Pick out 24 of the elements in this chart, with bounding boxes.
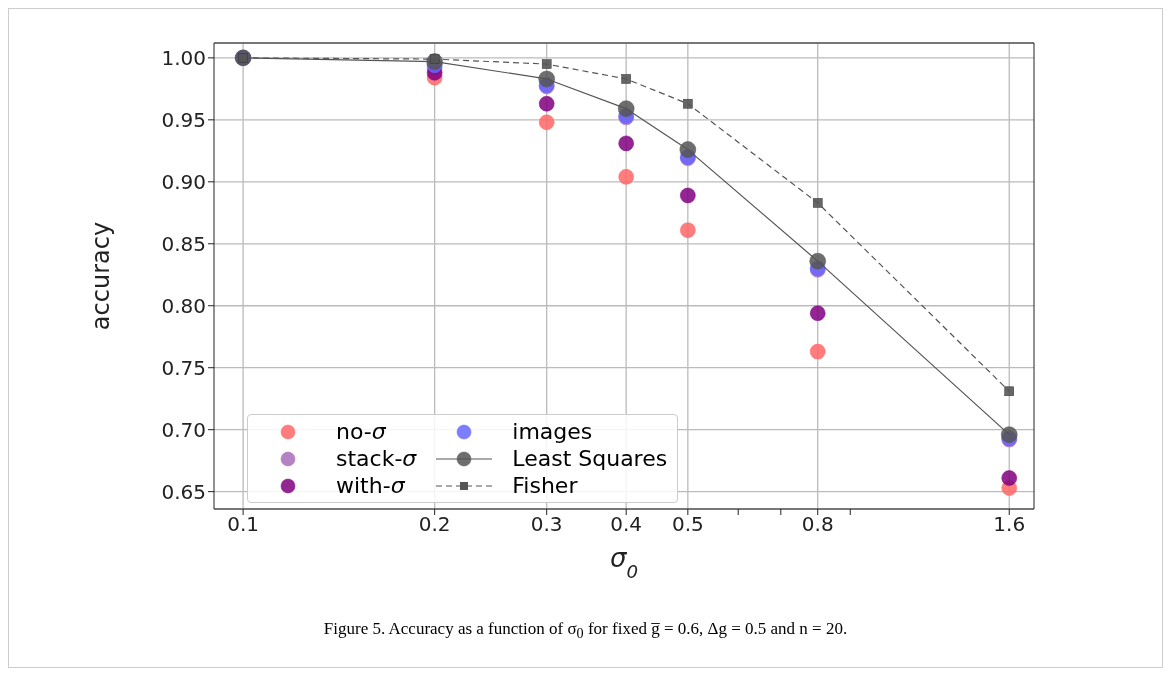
legend-label: stack-σ — [336, 446, 417, 471]
y-tick-label: 1.00 — [161, 45, 206, 70]
y-tick-label: 0.65 — [161, 479, 206, 504]
y-tick-label: 0.75 — [161, 355, 206, 380]
y-axis-title: accuracy — [87, 221, 115, 331]
y-tick-label: 0.90 — [161, 169, 206, 194]
x-tick-label: 0.8 — [801, 512, 834, 537]
x-tick-label: 0.1 — [227, 512, 260, 537]
y-tick-label: 0.70 — [161, 417, 206, 442]
x-tick-label: 1.6 — [993, 512, 1026, 537]
y-tick-label: 0.95 — [161, 107, 206, 132]
y-tick-label: 0.85 — [161, 231, 206, 256]
legend-label: images — [512, 419, 593, 444]
y-tick-label: 0.80 — [161, 293, 206, 318]
x-axis-title: σ$_{0}$ — [609, 543, 639, 582]
legend-label: Fisher — [512, 473, 578, 498]
legend-label: with-σ — [336, 473, 405, 498]
x-tick-label: 0.5 — [671, 512, 704, 537]
x-tick-label: 0.3 — [530, 512, 563, 537]
x-tick-label: 0.2 — [418, 512, 451, 537]
x-tick-label: 0.4 — [610, 512, 643, 537]
legend-label: no-σ — [336, 419, 386, 444]
caption: Figure 5. Accuracy as a function of σ$_{0}$ for fixed g̅ = 0.6, Δg = 0.5 and n = 20. — [322, 619, 849, 643]
legend-label: Least Squares — [512, 446, 668, 471]
